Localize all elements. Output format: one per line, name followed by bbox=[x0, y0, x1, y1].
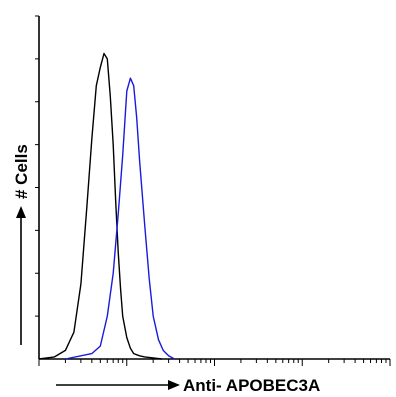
y-axis-label: # Cells bbox=[12, 144, 31, 199]
plot-area bbox=[35, 15, 391, 366]
x-axis-label: Anti- APOBEC3A bbox=[183, 376, 320, 395]
series-layer bbox=[38, 52, 175, 360]
histogram-series-1 bbox=[38, 52, 162, 360]
x-axis-arrowhead bbox=[168, 380, 180, 390]
y-axis-label-group: # Cells bbox=[12, 144, 31, 345]
y-axis-arrowhead bbox=[16, 206, 26, 218]
histogram-series-2 bbox=[65, 77, 175, 360]
x-axis-ticks bbox=[38, 359, 391, 366]
x-axis-label-group: Anti- APOBEC3A bbox=[56, 376, 320, 395]
y-axis-ticks bbox=[35, 15, 39, 317]
